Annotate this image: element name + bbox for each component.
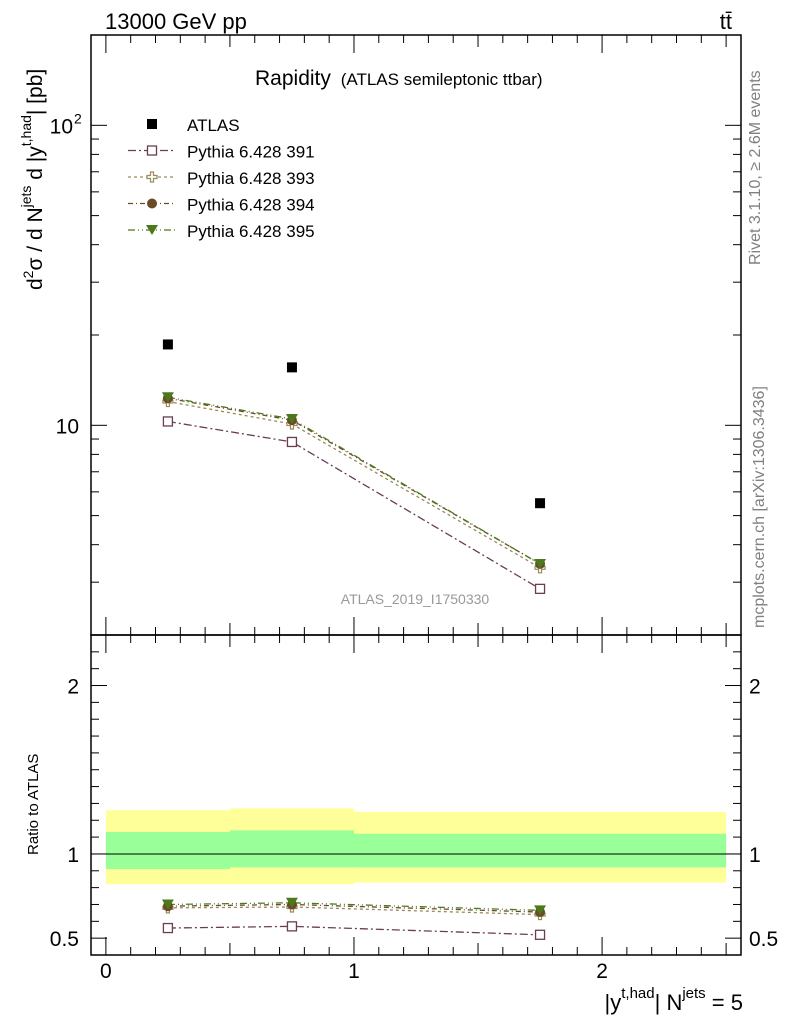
bottom-ytick-label-right: 2 (749, 676, 761, 699)
chart-title-main: Rapidity (255, 67, 331, 90)
chart-subtitle: (ATLAS semileptonic ttbar) (341, 70, 543, 89)
ratio-point-4-1 (285, 897, 298, 908)
legend-marker-4 (146, 225, 158, 235)
watermark: ATLAS_2019_I1750330 (341, 591, 490, 607)
legend-marker-2 (146, 171, 158, 183)
chart-title: Rapidity (ATLAS semileptonic ttbar) (255, 67, 543, 90)
data-point-1-1 (286, 436, 298, 448)
bottom-ytick-label-right: 1 (749, 844, 761, 867)
rivet-label: Rivet 3.1.10, ≥ 2.6M events (747, 70, 764, 265)
legend-label-2: Pythia 6.428 393 (187, 169, 315, 188)
x-tick-label: 1 (348, 960, 360, 983)
ratio-line-1 (167, 925, 541, 936)
data-point-1-0 (162, 416, 174, 427)
top-ylabel-p3: jets (18, 186, 34, 209)
series-line-3 (167, 397, 541, 565)
series-line-4 (167, 396, 541, 565)
top-ylabel: d2σ / d Njets d |yt,had| [pb] (18, 69, 47, 290)
data-point-1-2 (534, 583, 546, 595)
bottom-panel: 0 1 2 0.5 0.5 1 1 2 2 (50, 634, 778, 983)
xlabel-p4: = 5 (706, 990, 743, 1015)
band-inner-2 (353, 833, 727, 868)
top-ytick-label-100: 10 (50, 115, 73, 138)
process-label: tt̄ (720, 9, 732, 34)
top-ytick-label-10: 10 (56, 415, 79, 438)
xlabel-p3: jets (681, 985, 705, 1002)
ratio-line-2 (167, 906, 541, 916)
legend-marker-3 (147, 198, 157, 209)
data-point-4-0 (161, 392, 174, 403)
legend-label-1: Pythia 6.428 391 (187, 143, 315, 162)
top-ylabel-p6: | [pb] (24, 69, 47, 115)
legend-marker-1 (146, 145, 158, 156)
top-ylabel-p4: d |y (24, 146, 47, 186)
xlabel-p0: |y (605, 990, 622, 1015)
band-inner-1 (229, 830, 354, 868)
ratio-point-4-2 (534, 905, 547, 916)
xlabel-p2: | N (655, 990, 683, 1015)
collision-label: 13000 GeV pp (105, 9, 247, 34)
data-point-0-2 (535, 498, 546, 509)
bottom-ytick-label-right: 0.5 (749, 928, 778, 951)
bottom-ylabel: Ratio to ATLAS (25, 754, 42, 855)
data-point-0-1 (286, 362, 297, 373)
ratio-point-4-0 (161, 899, 174, 910)
top-ylabel-p0: d (24, 278, 47, 290)
legend-label-3: Pythia 6.428 394 (187, 196, 315, 215)
x-axis-label: |yt,had| Njets = 5 (605, 985, 743, 1015)
band-inner-0 (105, 832, 230, 870)
legend-label-4: Pythia 6.428 395 (187, 222, 315, 241)
top-ylabel-p2: σ / d N (24, 207, 47, 270)
legend-label-0: ATLAS (187, 116, 240, 135)
bottom-ytick-label-left: 0.5 (50, 928, 79, 951)
ratio-point-1-0 (162, 922, 174, 934)
bottom-frame (90, 634, 742, 956)
x-tick-label: 2 (596, 960, 608, 983)
xlabel-p1: t,had (621, 985, 654, 1002)
top-ytick-label-100-exp: 2 (74, 110, 82, 126)
legend-marker-0 (147, 119, 157, 129)
series-line-1 (167, 420, 541, 590)
x-tick-label: 0 (100, 960, 112, 983)
series-line-2 (167, 400, 541, 569)
data-point-4-2 (534, 558, 547, 569)
ratio-point-1-1 (286, 921, 298, 932)
ratio-point-1-2 (534, 929, 546, 940)
data-point-0-0 (162, 339, 173, 350)
legend: ATLAS Pythia 6.428 391 Pythia 6.428 393 Pyt… (128, 116, 315, 241)
ratio-line-4 (167, 902, 541, 912)
bottom-ytick-label-left: 1 (67, 844, 79, 867)
mcplots-label: mcplots.cern.ch [arXiv:1306.3436] (751, 386, 768, 628)
data-point-4-1 (285, 413, 298, 424)
top-ylabel-p5: t,had (18, 115, 34, 146)
bottom-ytick-label-left: 2 (67, 676, 79, 699)
top-ylabel-p1: 2 (20, 270, 36, 278)
